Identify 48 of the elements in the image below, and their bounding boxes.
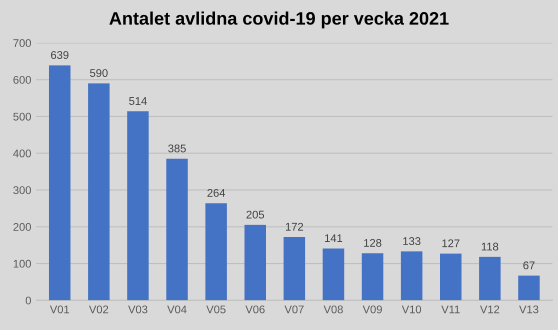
bar bbox=[322, 248, 344, 300]
x-tick-label: V03 bbox=[128, 305, 148, 314]
y-tick-label: 600 bbox=[13, 76, 31, 84]
x-tick-label: V02 bbox=[89, 305, 108, 314]
x-tick-label: V09 bbox=[362, 305, 382, 314]
bar bbox=[205, 203, 227, 300]
data-label: 118 bbox=[482, 242, 498, 251]
x-tick-label: V07 bbox=[284, 305, 304, 314]
bar bbox=[440, 254, 462, 300]
bar bbox=[400, 251, 422, 300]
bar bbox=[88, 83, 110, 300]
x-tick-label: V11 bbox=[441, 306, 460, 314]
x-tick-label: V12 bbox=[480, 305, 500, 314]
data-label: 385 bbox=[168, 144, 186, 152]
bar bbox=[479, 256, 501, 300]
data-label: 639 bbox=[51, 51, 68, 59]
data-label: 141 bbox=[325, 234, 342, 242]
bar bbox=[127, 111, 149, 300]
x-tick-label: V08 bbox=[324, 305, 343, 314]
x-tick-label: V04 bbox=[167, 305, 187, 314]
x-tick-label: V06 bbox=[245, 305, 265, 314]
x-tick-label: V10 bbox=[402, 305, 422, 314]
data-label: 127 bbox=[442, 239, 460, 248]
bar bbox=[362, 253, 384, 300]
y-tick-label: 0 bbox=[26, 296, 31, 304]
data-label: 67 bbox=[523, 261, 535, 270]
y-tick-label: 500 bbox=[13, 112, 31, 121]
bar bbox=[518, 276, 540, 300]
y-tick-label: 300 bbox=[13, 186, 31, 194]
bar bbox=[48, 65, 70, 300]
y-tick-label: 100 bbox=[14, 260, 31, 268]
bar bbox=[244, 224, 266, 300]
y-tick-label: 700 bbox=[13, 39, 31, 48]
bar bbox=[284, 237, 306, 300]
data-label: 514 bbox=[129, 97, 147, 105]
data-label: 172 bbox=[286, 222, 304, 231]
x-tick-label: V05 bbox=[206, 305, 226, 314]
y-tick-label: 200 bbox=[13, 223, 31, 231]
data-label: 264 bbox=[207, 188, 226, 197]
data-label: 128 bbox=[364, 239, 382, 247]
y-tick-label: 400 bbox=[13, 149, 31, 158]
x-tick-label: V01 bbox=[50, 305, 70, 314]
data-label: 590 bbox=[90, 69, 108, 77]
x-tick-label: V13 bbox=[519, 305, 538, 314]
bar bbox=[166, 158, 188, 300]
data-label: 133 bbox=[403, 237, 420, 246]
data-label: 205 bbox=[246, 210, 264, 219]
chart-title: Antalet avlidna covid-19 per vecka 2021 bbox=[109, 12, 449, 28]
